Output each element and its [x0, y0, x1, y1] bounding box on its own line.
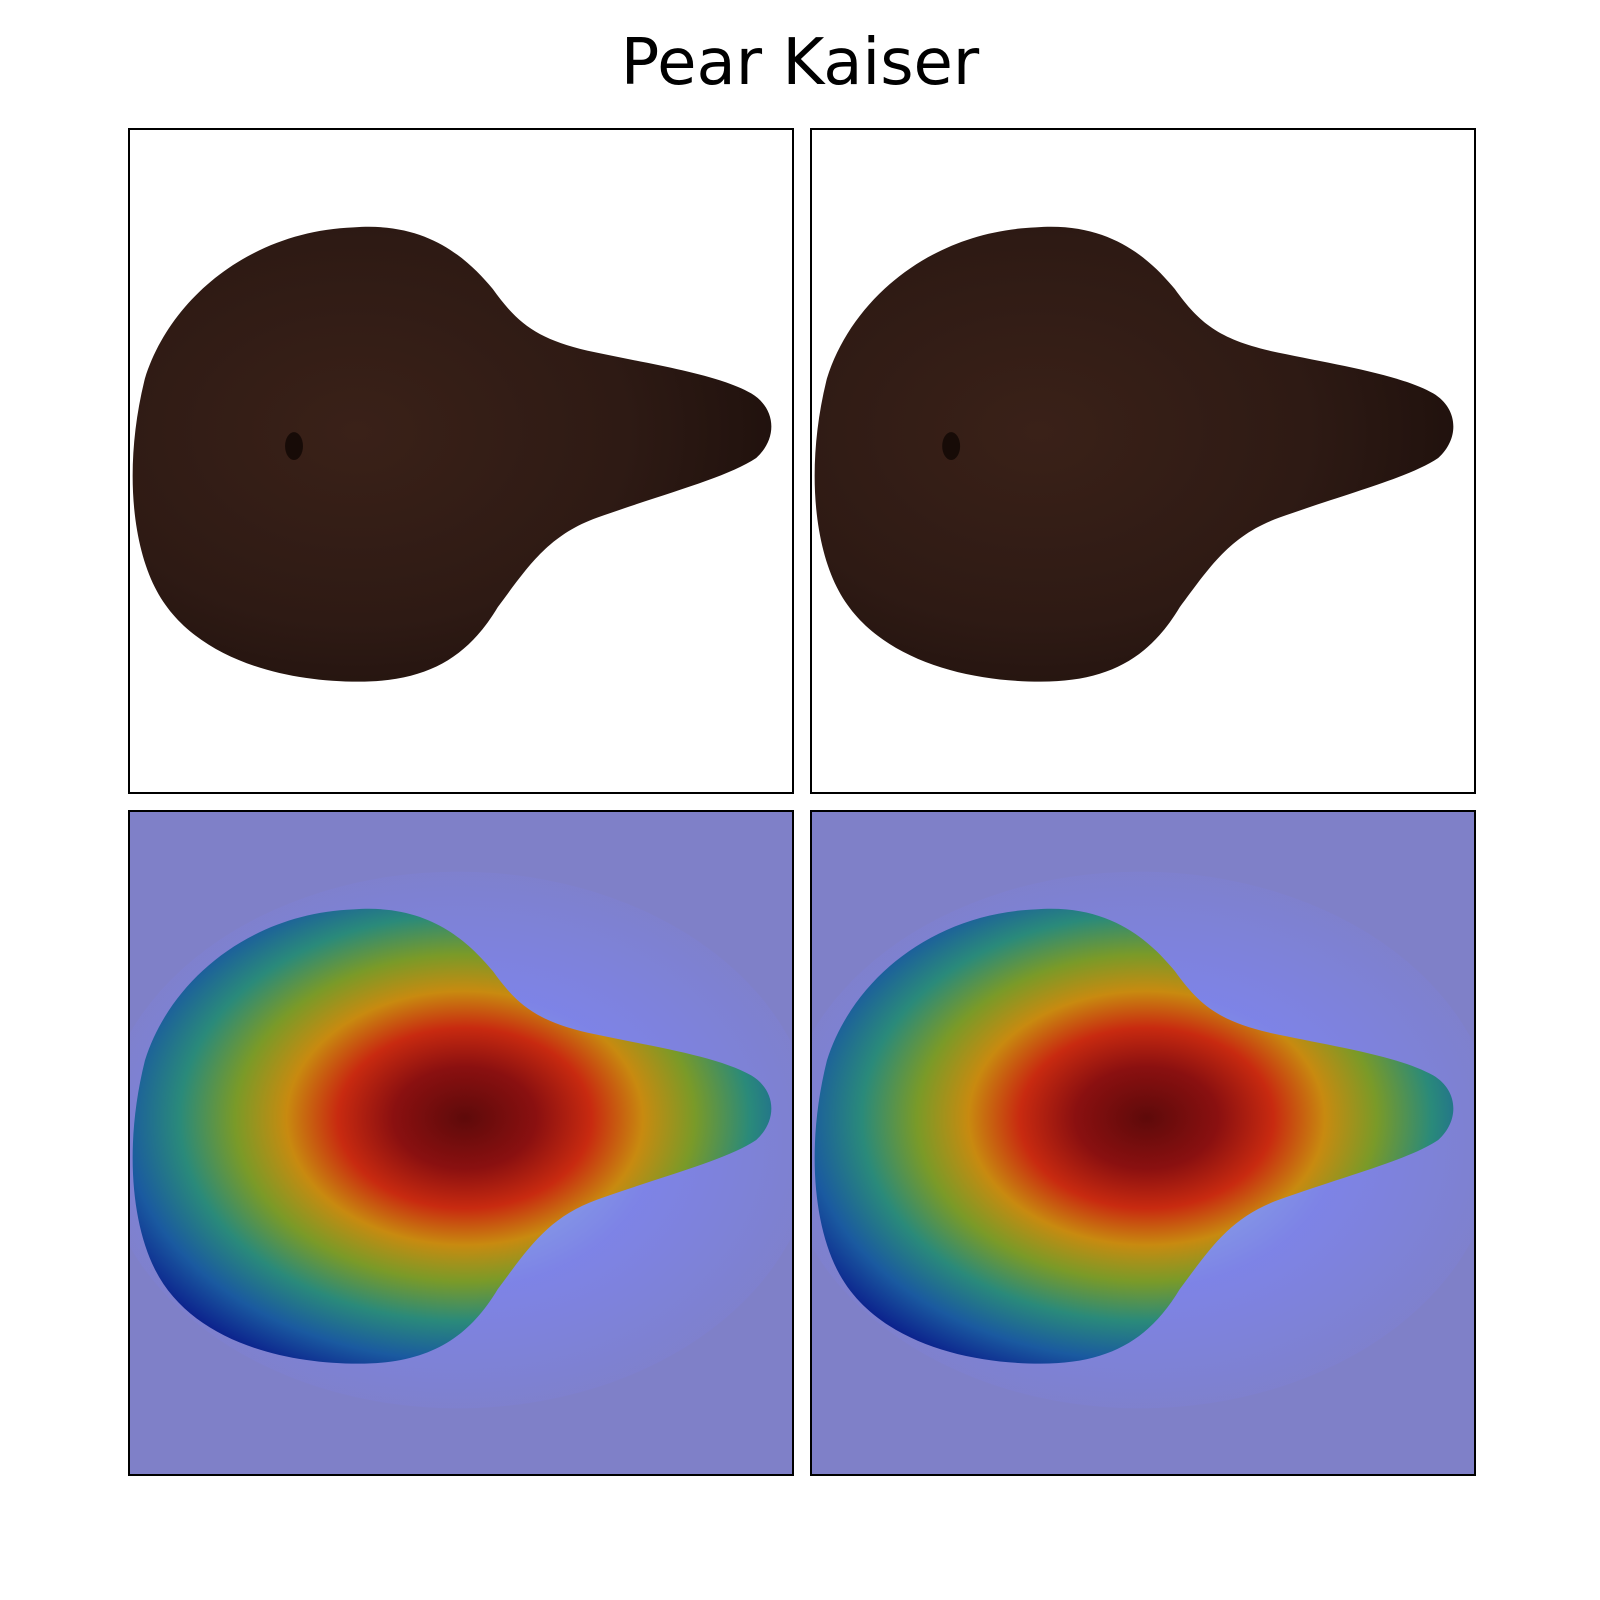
heatmap-image: [812, 812, 1474, 1474]
heatmap-panel-right: [810, 810, 1476, 1476]
pear-photo-image: [130, 130, 792, 792]
pear-shape: [814, 226, 1454, 682]
heatmap-image: [130, 812, 792, 1474]
pear-shape: [132, 226, 772, 682]
heatmap-panel-left: [128, 810, 794, 1476]
figure-title: Pear Kaiser: [620, 26, 980, 100]
pear-photo-panel-right: [810, 128, 1476, 794]
pear-photo-image: [812, 130, 1474, 792]
heatmap-region: [814, 908, 1454, 1364]
pear-photo-panel-left: [128, 128, 794, 794]
heatmap-region: [132, 908, 772, 1364]
